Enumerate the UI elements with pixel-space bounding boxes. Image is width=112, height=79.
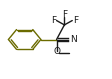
Text: F: F — [73, 16, 78, 25]
Text: O: O — [53, 47, 60, 56]
Text: F: F — [51, 16, 56, 25]
Text: F: F — [62, 10, 67, 19]
Text: N: N — [70, 35, 77, 44]
